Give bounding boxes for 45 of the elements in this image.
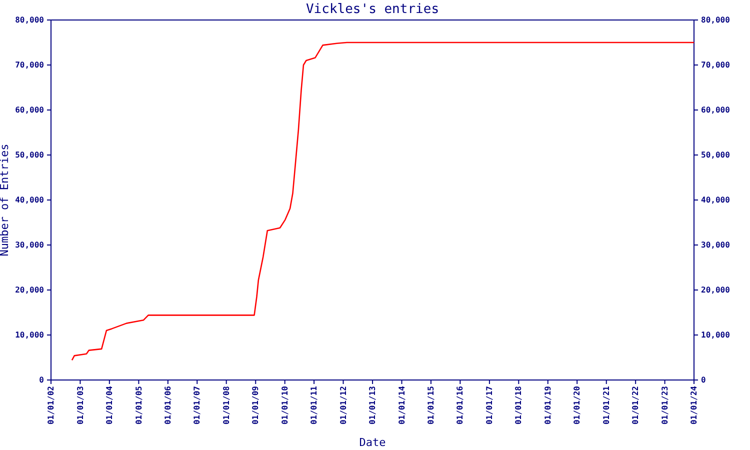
x-tick-label: 01/01/13 — [368, 386, 378, 425]
x-tick-label: 01/01/17 — [485, 386, 494, 425]
y2-tick-label: 30,000 — [701, 240, 730, 250]
y2-tick-label: 0 — [701, 376, 706, 385]
x-tick-label: 01/01/04 — [104, 386, 114, 425]
line-series — [71, 42, 695, 361]
y-tick-label: 40,000 — [15, 196, 44, 205]
x-tick-label: 01/01/22 — [631, 386, 640, 425]
y2-tick-label: 20,000 — [701, 286, 730, 295]
y2-tick-label: 80,000 — [701, 16, 730, 25]
x-tick-label: 01/01/09 — [251, 386, 260, 425]
x-tick-label: 01/01/21 — [602, 386, 611, 425]
y-tick-label: 10,000 — [15, 330, 44, 340]
x-axis-title: Date — [359, 436, 386, 449]
y-tick-label: 80,000 — [15, 16, 44, 25]
x-tick-label: 01/01/03 — [76, 386, 85, 425]
x-tick-label: 01/01/11 — [310, 386, 319, 425]
y-tick-label: 30,000 — [15, 240, 44, 250]
y2-tick-label: 10,000 — [701, 330, 730, 340]
y2-tick-label: 50,000 — [701, 150, 730, 160]
x-tick-label: 01/01/10 — [280, 386, 290, 425]
x-tick-label: 01/01/18 — [514, 386, 524, 425]
y-tick-label: 0 — [39, 376, 44, 385]
x-tick-label: 01/01/02 — [46, 386, 56, 425]
x-tick-label: 01/01/16 — [456, 386, 465, 425]
y2-tick-label: 70,000 — [701, 60, 730, 70]
x-tick-label: 01/01/07 — [192, 386, 202, 425]
x-tick-label: 01/01/19 — [543, 386, 552, 425]
y-tick-label: 20,000 — [15, 286, 44, 295]
x-tick-label: 01/01/14 — [397, 386, 406, 425]
x-tick-label: 01/01/06 — [163, 386, 172, 425]
x-tick-label: 01/01/08 — [222, 386, 231, 425]
y-tick-label: 60,000 — [15, 106, 44, 115]
y2-tick-label: 60,000 — [701, 106, 730, 115]
y-tick-label: 70,000 — [15, 60, 44, 70]
x-tick-label: 01/01/20 — [572, 386, 582, 425]
x-tick-label: 01/01/12 — [338, 386, 348, 425]
x-tick-label: 01/01/23 — [660, 386, 670, 425]
y-tick-label: 50,000 — [15, 150, 44, 160]
x-tick-label: 01/01/15 — [426, 386, 436, 425]
chart-title: Vickles's entries — [306, 2, 440, 17]
y-axis-title: Number of Entries — [0, 144, 11, 256]
x-tick-label: 01/01/05 — [134, 386, 144, 425]
y2-tick-label: 40,000 — [701, 196, 730, 205]
x-tick-label: 01/01/24 — [690, 386, 699, 425]
